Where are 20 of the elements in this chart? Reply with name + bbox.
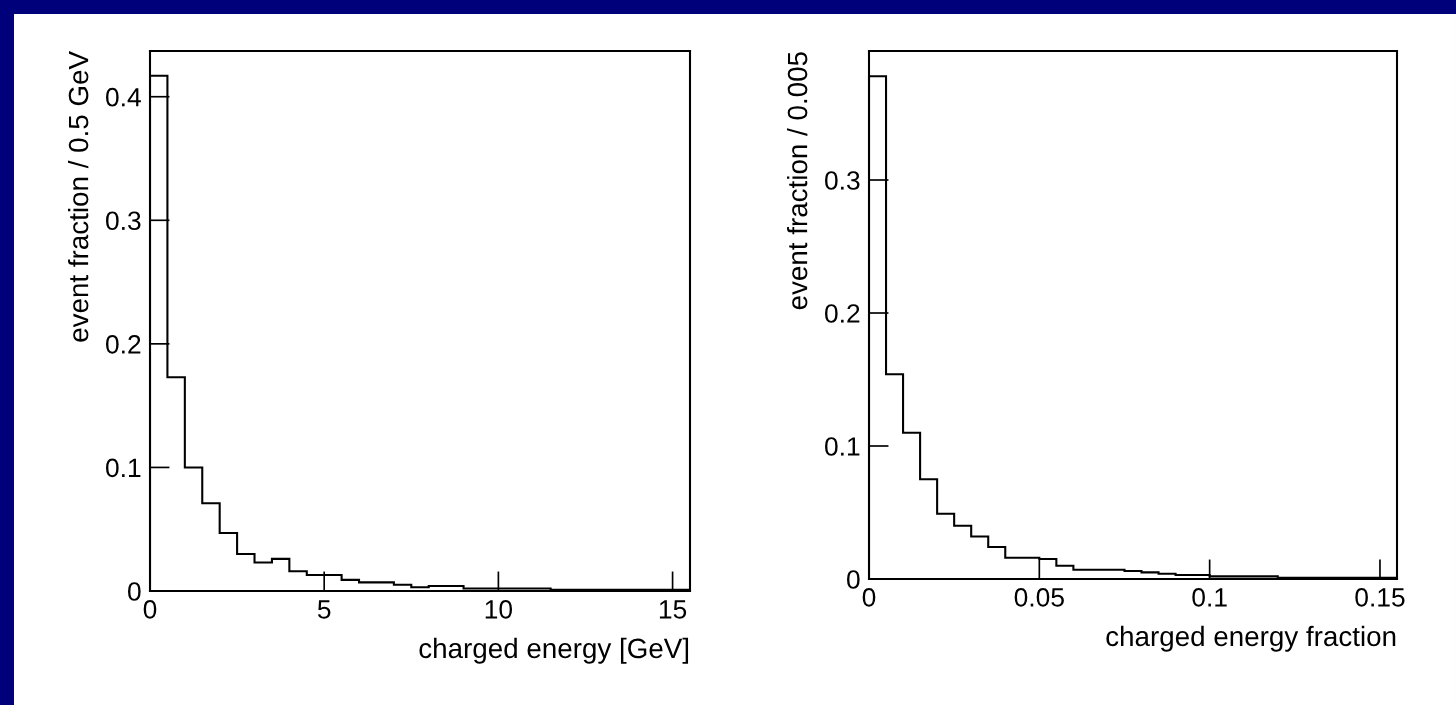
y-tick-label: 0: [847, 570, 860, 589]
x-tick-label: 10: [485, 600, 513, 619]
x-axis-title: charged energy [GeV]: [419, 637, 689, 664]
x-tick-label: 0.1: [1192, 588, 1227, 607]
y-tick-label: 0.1: [825, 437, 860, 456]
y-axis-title: event fraction / 0.005: [786, 52, 808, 310]
x-axis-title: charged energy fraction: [1106, 625, 1396, 652]
y-axis-title: event fraction / 0.5 GeV: [67, 51, 89, 342]
x-tick-label: 0.15: [1355, 588, 1405, 607]
x-tick-label: 0: [143, 600, 157, 619]
y-tick-label: 0.1: [106, 458, 141, 478]
x-tick-label: 0: [862, 588, 876, 607]
y-tick-label: 0.3: [825, 171, 860, 190]
y-tick-label: 0.3: [106, 211, 141, 231]
x-tick-label: 15: [659, 600, 687, 619]
y-tick-label: 0.4: [106, 87, 141, 107]
x-tick-label: 0.05: [1014, 588, 1064, 607]
y-tick-label: 0.2: [825, 304, 860, 323]
x-tick-label: 5: [317, 600, 331, 619]
y-tick-label: 0.2: [106, 335, 141, 354]
